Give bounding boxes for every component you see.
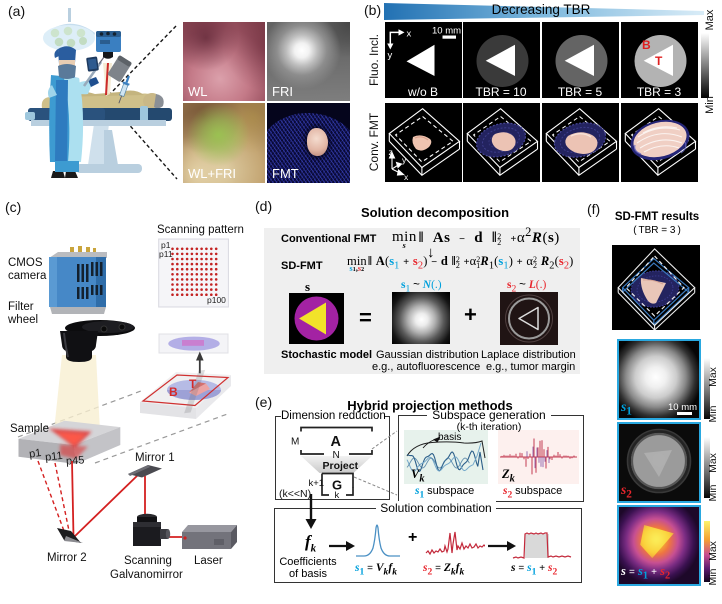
svg-text:wheel: wheel (7, 314, 38, 326)
svg-text:k+1: k+1 (309, 478, 325, 489)
svg-text:G: G (332, 478, 342, 493)
svg-text:Scanning: Scanning (124, 555, 172, 567)
svg-text:CMOS: CMOS (8, 257, 43, 269)
svg-text:T: T (655, 54, 663, 68)
svg-text:p1: p1 (161, 240, 171, 250)
svg-text:TBR = 10: TBR = 10 (475, 85, 526, 98)
svg-text:p100: p100 (207, 295, 226, 305)
svg-text:p11: p11 (159, 249, 173, 259)
svg-text:camera: camera (8, 270, 47, 282)
svg-text:w/o B: w/o B (407, 85, 438, 98)
svg-text:B: B (642, 38, 651, 52)
svg-text:TBR = 3: TBR = 3 (637, 85, 682, 98)
svg-text:T: T (189, 377, 197, 391)
svg-text:p11: p11 (45, 450, 64, 464)
svg-text:Sample: Sample (10, 423, 49, 435)
svg-text:A: A (331, 434, 342, 450)
svg-text:Filter: Filter (8, 301, 34, 313)
svg-text:Mirror 1: Mirror 1 (135, 452, 175, 464)
svg-text:y: y (402, 155, 407, 165)
svg-text:Scanning pattern: Scanning pattern (157, 224, 244, 236)
svg-text:k: k (335, 490, 340, 498)
svg-text:Galvanomirror: Galvanomirror (110, 569, 183, 581)
svg-text:M: M (291, 437, 299, 448)
svg-text:Project: Project (323, 460, 359, 472)
svg-text:B: B (169, 385, 178, 399)
svg-text:10 mm: 10 mm (432, 26, 461, 37)
svg-text:p1: p1 (28, 447, 42, 461)
svg-text:N: N (333, 450, 340, 461)
svg-text:x: x (407, 29, 412, 40)
svg-text:x: x (404, 172, 409, 182)
svg-text:p45: p45 (66, 454, 85, 467)
svg-text:Mirror 2: Mirror 2 (47, 552, 87, 564)
svg-text:Laser: Laser (194, 555, 223, 567)
svg-text:TBR = 5: TBR = 5 (558, 85, 603, 98)
svg-text:y: y (388, 50, 393, 61)
svg-text:z: z (389, 147, 393, 157)
